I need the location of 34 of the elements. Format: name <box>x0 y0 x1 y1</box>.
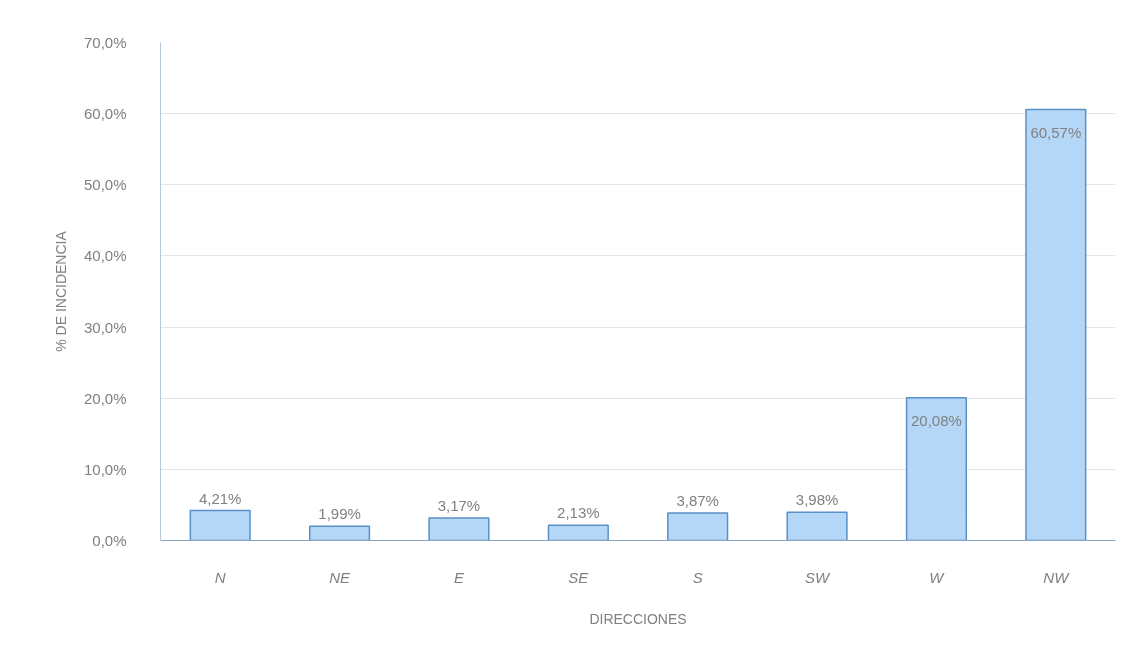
data-label: 60,57% <box>1030 123 1082 141</box>
y-tick-label: 40,0% <box>83 247 127 265</box>
x-tick-label: NW <box>1043 568 1071 586</box>
y-tick-label: 20,0% <box>83 389 127 407</box>
data-label: 2,13% <box>557 504 600 522</box>
data-label: 4,21% <box>198 489 242 507</box>
x-axis-title: DIRECCIONES <box>589 610 687 627</box>
bar <box>786 511 848 541</box>
data-label: 3,17% <box>437 496 481 514</box>
y-axis-title: % DE INCIDENCIA <box>52 230 69 352</box>
bar <box>1025 108 1087 541</box>
y-tick-label: 30,0% <box>83 318 127 336</box>
bar <box>189 509 251 541</box>
bar <box>308 525 371 541</box>
bar <box>905 396 968 541</box>
x-tick-label: SE <box>568 568 590 586</box>
y-tick-label: 50,0% <box>83 176 127 194</box>
y-tick-label: 10,0% <box>83 460 127 478</box>
x-tick-label: W <box>929 568 946 586</box>
x-tick-label: E <box>453 568 465 586</box>
data-label: 20,08% <box>911 411 962 429</box>
y-tick-label: 0,0% <box>92 532 127 549</box>
bar <box>547 524 609 541</box>
x-tick-label: NE <box>329 568 351 586</box>
x-tick-label: S <box>692 568 703 586</box>
x-tick-label: SW <box>804 568 831 586</box>
data-label: 1,99% <box>318 505 361 523</box>
data-label: 3,87% <box>676 491 719 509</box>
bar <box>667 512 729 541</box>
data-label: 3,98% <box>795 491 839 509</box>
y-tick-label: 70,0% <box>83 34 127 51</box>
y-tick-label: 60,0% <box>83 105 127 123</box>
bar <box>428 517 490 541</box>
x-tick-label: N <box>214 568 226 586</box>
